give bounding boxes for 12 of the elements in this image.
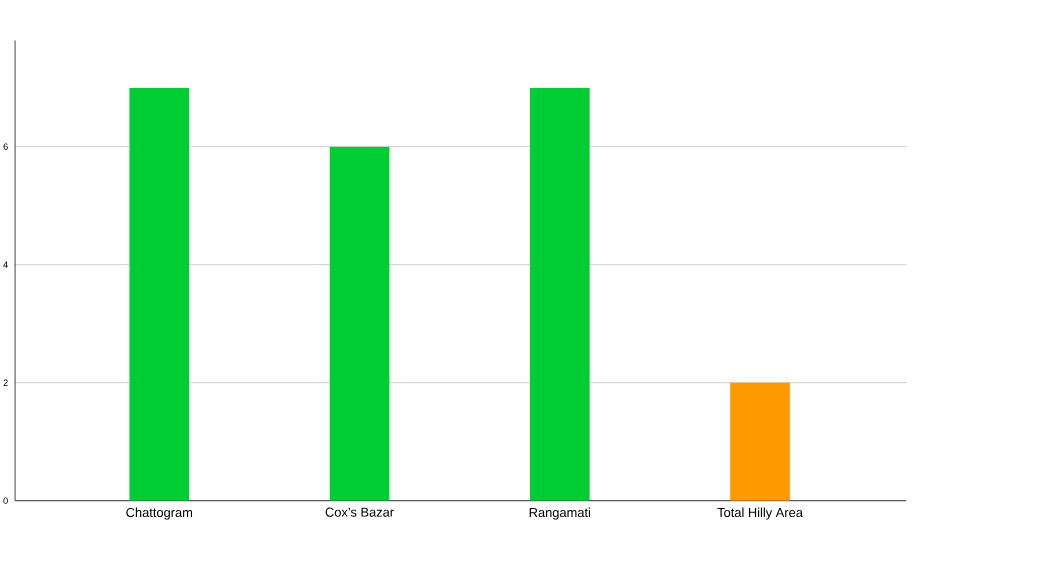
y-tick-label: 0 [3, 497, 8, 504]
bar [129, 87, 190, 501]
bar [730, 382, 790, 501]
y-tick-label: 4 [3, 261, 8, 268]
y-tick-label: 2 [3, 379, 8, 386]
x-tick-label: Chattogram [126, 507, 193, 520]
x-tick-label: Cox’s Bazar [325, 507, 394, 517]
y-tick-label: 6 [3, 143, 8, 150]
x-tick-label: Rangamati [529, 507, 591, 520]
bar [329, 146, 390, 501]
x-tick-label: Total Hilly Area [717, 507, 803, 520]
bar [529, 87, 590, 501]
